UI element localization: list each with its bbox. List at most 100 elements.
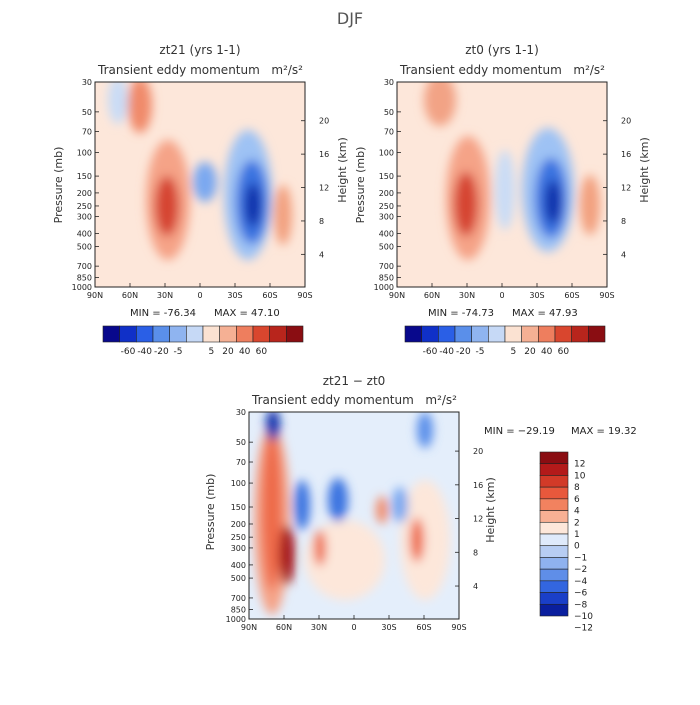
x-tick-label: 30N bbox=[311, 623, 327, 632]
colorbar-swatch bbox=[588, 325, 606, 343]
p1-blob-tropic-neg bbox=[193, 162, 217, 202]
y-tick-label: 250 bbox=[77, 202, 92, 211]
colorbar-label: -20 bbox=[154, 347, 169, 357]
colorbar-swatch bbox=[539, 486, 569, 500]
p1-blob-pos-60n bbox=[128, 82, 152, 133]
panel-2-max: MAX = 47.93 bbox=[512, 308, 578, 319]
panel-2-title: zt0 (yrs 1-1) bbox=[465, 43, 539, 57]
p3-blob-pos-sh bbox=[400, 480, 450, 600]
colorbar-swatch bbox=[539, 451, 569, 465]
p3-blob-60s-pos bbox=[410, 518, 424, 562]
panel-1-ylabel: Pressure (mb) bbox=[52, 147, 65, 224]
x-tick-label: 90N bbox=[241, 623, 257, 632]
y-tick-label: 1000 bbox=[226, 615, 246, 624]
panel-3: zt21 − zt0 Transient eddy momentum m²/s² bbox=[204, 374, 637, 634]
y-tick-label: 400 bbox=[231, 561, 246, 570]
colorbar-label: 20 bbox=[222, 347, 234, 357]
colorbar-label: −4 bbox=[574, 577, 588, 587]
colorbar-label: -60 bbox=[121, 347, 136, 357]
x-tick-label: 60N bbox=[276, 623, 292, 632]
panel-3-min: MIN = −29.19 bbox=[484, 426, 555, 437]
y-right-tick-label: 12 bbox=[473, 515, 483, 524]
panel-2: zt0 (yrs 1-1) Transient eddy momentum m²… bbox=[354, 43, 651, 357]
colorbar-swatch bbox=[571, 325, 589, 343]
x-tick-label: 90S bbox=[297, 291, 312, 300]
y-tick-label: 500 bbox=[231, 574, 246, 583]
colorbar-swatch bbox=[539, 580, 569, 593]
p1-blob-sh-neg-core bbox=[245, 183, 261, 227]
p2-blob-nh-pos-core bbox=[454, 172, 478, 236]
colorbar-swatch bbox=[539, 603, 569, 617]
colorbar-swatch bbox=[404, 325, 422, 343]
colorbar-label: 40 bbox=[541, 347, 553, 357]
panel-3-ylabel: Pressure (mb) bbox=[204, 474, 217, 551]
y-right-tick-label: 4 bbox=[621, 250, 626, 259]
y-right-tick-label: 20 bbox=[319, 117, 329, 126]
panel-2-ylabel: Pressure (mb) bbox=[354, 147, 367, 224]
y-right-tick-label: 16 bbox=[473, 481, 483, 490]
y-tick-label: 400 bbox=[77, 229, 92, 238]
colorbar-swatch bbox=[202, 325, 220, 343]
colorbar-swatch bbox=[538, 325, 556, 343]
colorbar-swatch bbox=[421, 325, 439, 343]
y-right-tick-label: 20 bbox=[621, 117, 631, 126]
panel-2-min: MIN = -74.73 bbox=[428, 308, 494, 319]
colorbar-swatch bbox=[471, 325, 489, 343]
p3-blob-25n-pos bbox=[314, 530, 326, 566]
colorbar-swatch bbox=[539, 463, 569, 476]
colorbar-swatch bbox=[539, 533, 569, 547]
y-right-tick-label: 16 bbox=[319, 150, 329, 159]
colorbar-label: −12 bbox=[574, 624, 593, 634]
y-tick-label: 30 bbox=[384, 78, 394, 87]
colorbar-label: 5 bbox=[510, 347, 516, 357]
y-tick-label: 50 bbox=[236, 438, 246, 447]
p3-blob-30s-pos bbox=[376, 496, 388, 524]
x-tick-label: 30S bbox=[529, 291, 544, 300]
colorbar-label: 10 bbox=[574, 471, 586, 481]
y-tick-label: 300 bbox=[77, 213, 92, 222]
p2-blob-sh-neg-core bbox=[545, 180, 561, 224]
colorbar-swatch bbox=[554, 325, 572, 343]
colorbar-label: -60 bbox=[423, 347, 438, 357]
y-tick-label: 1000 bbox=[374, 283, 394, 292]
panel-3-title: zt21 − zt0 bbox=[323, 374, 386, 388]
colorbar-label: −1 bbox=[574, 553, 587, 563]
x-tick-label: 60N bbox=[122, 291, 138, 300]
colorbar-label: -40 bbox=[439, 347, 454, 357]
y-tick-label: 700 bbox=[77, 262, 92, 271]
colorbar-label: −2 bbox=[574, 565, 587, 575]
y-tick-label: 150 bbox=[77, 172, 92, 181]
p3-blob-40n-neg bbox=[294, 480, 310, 530]
colorbar-swatch bbox=[438, 325, 456, 343]
x-tick-label: 30N bbox=[459, 291, 475, 300]
y-right-tick-label: 12 bbox=[621, 184, 631, 193]
colorbar-label: 5 bbox=[208, 347, 214, 357]
x-tick-label: 60S bbox=[564, 291, 579, 300]
panel-1: zt21 (yrs 1-1) Transient eddy momentum m… bbox=[52, 43, 349, 357]
panel-3-units: m²/s² bbox=[425, 393, 457, 407]
colorbar-swatch bbox=[539, 592, 569, 605]
y-tick-label: 700 bbox=[231, 594, 246, 603]
p3-blob-sh-neg bbox=[392, 487, 408, 523]
y-tick-label: 30 bbox=[236, 408, 246, 417]
colorbar-label: −8 bbox=[574, 600, 588, 610]
figure-title: DJF bbox=[337, 9, 363, 28]
x-tick-label: 90S bbox=[451, 623, 466, 632]
colorbar-swatch bbox=[186, 325, 204, 343]
x-tick-label: 60S bbox=[416, 623, 431, 632]
colorbar-label: 6 bbox=[574, 495, 580, 505]
colorbar-label: -5 bbox=[174, 347, 183, 357]
panel-2-subtitle: Transient eddy momentum bbox=[399, 63, 562, 77]
p3-blob-top-neg bbox=[266, 412, 280, 441]
colorbar-swatch bbox=[539, 475, 569, 488]
y-tick-label: 100 bbox=[379, 148, 394, 157]
panel-3-subtitle: Transient eddy momentum bbox=[251, 393, 414, 407]
y-tick-label: 850 bbox=[77, 273, 92, 282]
x-tick-label: 60N bbox=[424, 291, 440, 300]
x-tick-label: 90S bbox=[599, 291, 614, 300]
colorbar-swatch bbox=[539, 521, 569, 535]
panel-1-min: MIN = -76.34 bbox=[130, 308, 196, 319]
colorbar-label: 20 bbox=[524, 347, 536, 357]
colorbar-swatch bbox=[136, 325, 154, 343]
colorbar-label: 12 bbox=[574, 460, 585, 470]
